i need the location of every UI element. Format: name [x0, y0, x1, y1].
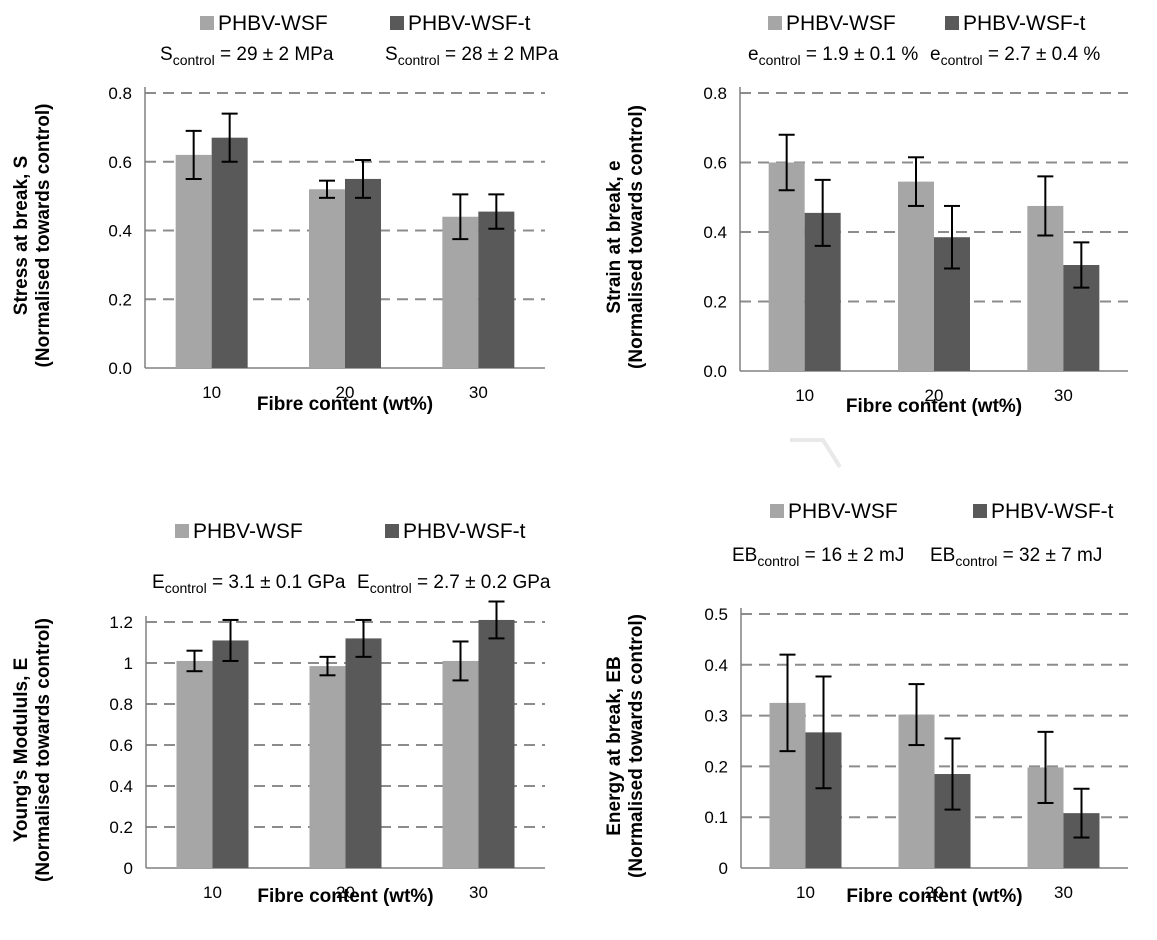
- legend-swatch: [973, 504, 987, 518]
- y-tick-label: 0.8: [109, 695, 133, 714]
- bar-phbv-wsf: [898, 181, 934, 371]
- legend-swatch: [945, 16, 959, 30]
- y-tick-label: 0.4: [108, 222, 132, 241]
- y-tick-label: 0.2: [703, 293, 727, 312]
- legend-label: PHBV-WSF: [786, 12, 896, 35]
- x-axis-title: Fibre content (wt%): [846, 886, 1022, 907]
- y-axis-title: Stress at break, S(Normalised towards co…: [11, 104, 54, 368]
- legend-swatch: [768, 16, 782, 30]
- x-tick-label: 10: [796, 883, 815, 902]
- y-tick-label: 0.2: [109, 818, 133, 837]
- legend-label: PHBV-WSF-t: [408, 12, 531, 35]
- y-tick-label: 0.3: [704, 707, 728, 726]
- control-label: econtrol = 2.7 ± 0.4 %: [930, 44, 1100, 68]
- y-tick-label: 1: [124, 654, 133, 673]
- legend-swatch: [770, 504, 784, 518]
- y-tick-label: 0.1: [704, 808, 728, 827]
- x-tick-label: 10: [203, 883, 222, 902]
- y-tick-label: 0.4: [703, 223, 727, 242]
- legend-swatch: [200, 16, 214, 30]
- y-tick-label: 0.0: [108, 359, 132, 378]
- bar-phbv-wsf-t: [345, 638, 382, 868]
- control-label: Scontrol = 29 ± 2 MPa: [160, 44, 334, 68]
- y-tick-label: 0.6: [109, 736, 133, 755]
- y-tick-label: 0.5: [704, 605, 728, 624]
- chart-modulus: 0 0.2 0.4 0.6 0.8 1 1.2 10 20 30 Fibre content (wt…: [11, 520, 551, 907]
- y-tick-label: 0: [124, 859, 133, 878]
- x-axis-title: Fibre content (wt%): [257, 394, 433, 415]
- x-tick-label: 30: [469, 883, 488, 902]
- legend-swatch: [385, 524, 399, 538]
- control-label: Scontrol = 28 ± 2 MPa: [385, 44, 559, 68]
- watermark-mark: [790, 438, 842, 469]
- x-tick-label: 20: [925, 386, 944, 405]
- x-tick-label: 10: [795, 386, 814, 405]
- x-tick-label: 20: [925, 883, 944, 902]
- x-tick-label: 10: [202, 383, 221, 402]
- bar-phbv-wsf-t: [211, 137, 248, 368]
- legend-label: PHBV-WSF: [218, 12, 328, 35]
- chart-strain: 0.0 0.2 0.4 0.6 0.8 10 20 30 Fibre content (wt%)…: [604, 12, 1128, 417]
- x-tick-label: 30: [1054, 386, 1073, 405]
- y-tick-label: 0.6: [703, 154, 727, 173]
- x-tick-label: 30: [1054, 883, 1073, 902]
- y-tick-label: 0.2: [108, 290, 132, 309]
- x-axis-title: Fibre content (wt%): [846, 396, 1022, 417]
- bar-phbv-wsf: [768, 162, 805, 371]
- y-tick-label: 0.4: [704, 656, 728, 675]
- bar-phbv-wsf: [175, 154, 212, 368]
- y-tick-label: 0.8: [108, 84, 132, 103]
- legend-swatch: [175, 524, 189, 538]
- y-tick-label: 0.2: [704, 757, 728, 776]
- control-label: Econtrol = 3.1 ± 0.1 GPa: [152, 572, 346, 596]
- control-label: EBcontrol = 32 ± 7 mJ: [930, 545, 1102, 569]
- y-tick-label: 0.8: [703, 84, 727, 103]
- chart-stress: 0.0 0.2 0.4 0.6 0.8 10 20 30 Fibre content (wt%)…: [11, 12, 559, 415]
- y-tick-label: 0.4: [109, 777, 133, 796]
- legend-label: PHBV-WSF-t: [991, 500, 1114, 523]
- y-tick-label: 0.6: [108, 153, 132, 172]
- bar-phbv-wsf: [442, 216, 479, 368]
- control-label: EBcontrol = 16 ± 2 mJ: [732, 545, 904, 569]
- control-label: econtrol = 1.9 ± 0.1 %: [748, 44, 918, 68]
- y-axis-title: Energy at break, EB(Normalised towards c…: [604, 614, 647, 878]
- legend-label: PHBV-WSF: [788, 500, 898, 523]
- bar-phbv-wsf-t: [212, 640, 249, 868]
- y-axis-title: Young's Modululs, E(Normalised towards c…: [11, 618, 54, 882]
- bar-phbv-wsf: [176, 660, 213, 868]
- control-label: Econtrol = 2.7 ± 0.2 GPa: [357, 572, 551, 596]
- x-tick-label: 20: [336, 883, 355, 902]
- bar-phbv-wsf: [442, 660, 479, 868]
- x-axis-title: Fibre content (wt%): [257, 886, 433, 907]
- x-tick-label: 20: [336, 383, 355, 402]
- x-tick-label: 30: [469, 383, 488, 402]
- bar-phbv-wsf-t: [478, 211, 515, 368]
- y-tick-label: 1.2: [109, 613, 133, 632]
- y-axis-title: Strain at break, e(Normalised towards co…: [604, 105, 647, 369]
- bar-phbv-wsf: [309, 666, 346, 868]
- bar-phbv-wsf-t: [345, 178, 381, 368]
- y-tick-label: 0: [719, 859, 728, 878]
- legend-swatch: [390, 16, 404, 30]
- legend-label: PHBV-WSF: [193, 520, 303, 543]
- legend-label: PHBV-WSF-t: [963, 12, 1086, 35]
- y-tick-label: 0.0: [703, 362, 727, 381]
- chart-energy: 0 0.1 0.2 0.3 0.4 0.5 10 20 30 Fibre content (wt%…: [604, 500, 1128, 907]
- bar-phbv-wsf: [309, 189, 345, 368]
- bar-phbv-wsf-t: [478, 619, 515, 868]
- legend-label: PHBV-WSF-t: [403, 520, 526, 543]
